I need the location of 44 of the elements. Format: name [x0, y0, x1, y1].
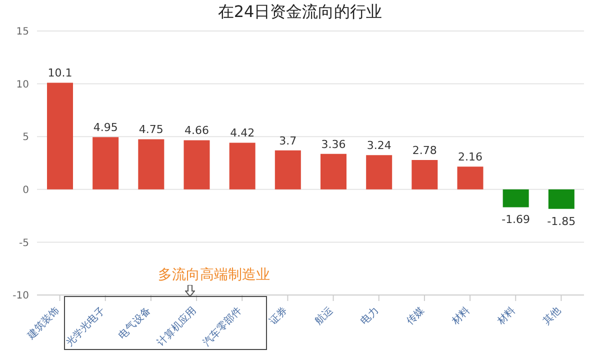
y-tick-label: -10 [12, 290, 29, 302]
y-tick-label: 5 [22, 132, 29, 144]
bar [457, 166, 484, 190]
x-tick-label: 传媒 [404, 305, 427, 328]
bar [184, 140, 210, 190]
data-label: 4.42 [230, 126, 255, 140]
x-tick-label: 计算机应用 [154, 304, 199, 348]
bar [229, 142, 256, 190]
data-label: 3.24 [366, 139, 392, 152]
data-label: 4.66 [184, 124, 209, 138]
data-label: 3.36 [321, 138, 346, 151]
data-label: -1.85 [547, 214, 576, 228]
bar [320, 154, 346, 190]
x-tick-label: 电力 [358, 304, 381, 328]
x-tick-label: 汽车零部件 [200, 304, 244, 348]
bar [274, 150, 301, 190]
annotation: 多流向高端制造业 [158, 266, 270, 284]
y-tick-label: 0 [22, 184, 29, 196]
data-label: -1.69 [502, 213, 530, 226]
x-tick-label: 材料 [448, 304, 472, 328]
bar [366, 155, 392, 190]
x-tick-label: 证券 [267, 304, 290, 328]
y-tick-label: -5 [19, 238, 29, 249]
bar [92, 137, 119, 190]
x-tick-label: 建筑装饰 [24, 304, 62, 342]
data-label: 2.16 [458, 150, 482, 164]
data-label: 4.95 [93, 121, 118, 134]
x-tick-label: 材料 [494, 304, 518, 328]
x-tick-label: 电气设备 [116, 304, 154, 342]
data-label: 3.7 [279, 134, 297, 148]
x-tick-label: 航运 [312, 304, 336, 328]
data-label: 2.78 [412, 144, 437, 158]
bar [47, 82, 73, 190]
y-tick-label: 10 [16, 79, 29, 90]
x-tick-label: 光学光电子 [64, 304, 108, 348]
bar [502, 189, 529, 208]
x-tick-label: 其他 [540, 304, 564, 328]
bar [412, 160, 438, 190]
y-tick-label: 15 [16, 26, 29, 38]
data-label: 10.1 [48, 66, 72, 80]
data-label: 4.75 [138, 123, 164, 136]
bar [138, 139, 164, 190]
bar [548, 189, 574, 209]
chart-title: 在24日资金流向的行业 [216, 1, 384, 23]
